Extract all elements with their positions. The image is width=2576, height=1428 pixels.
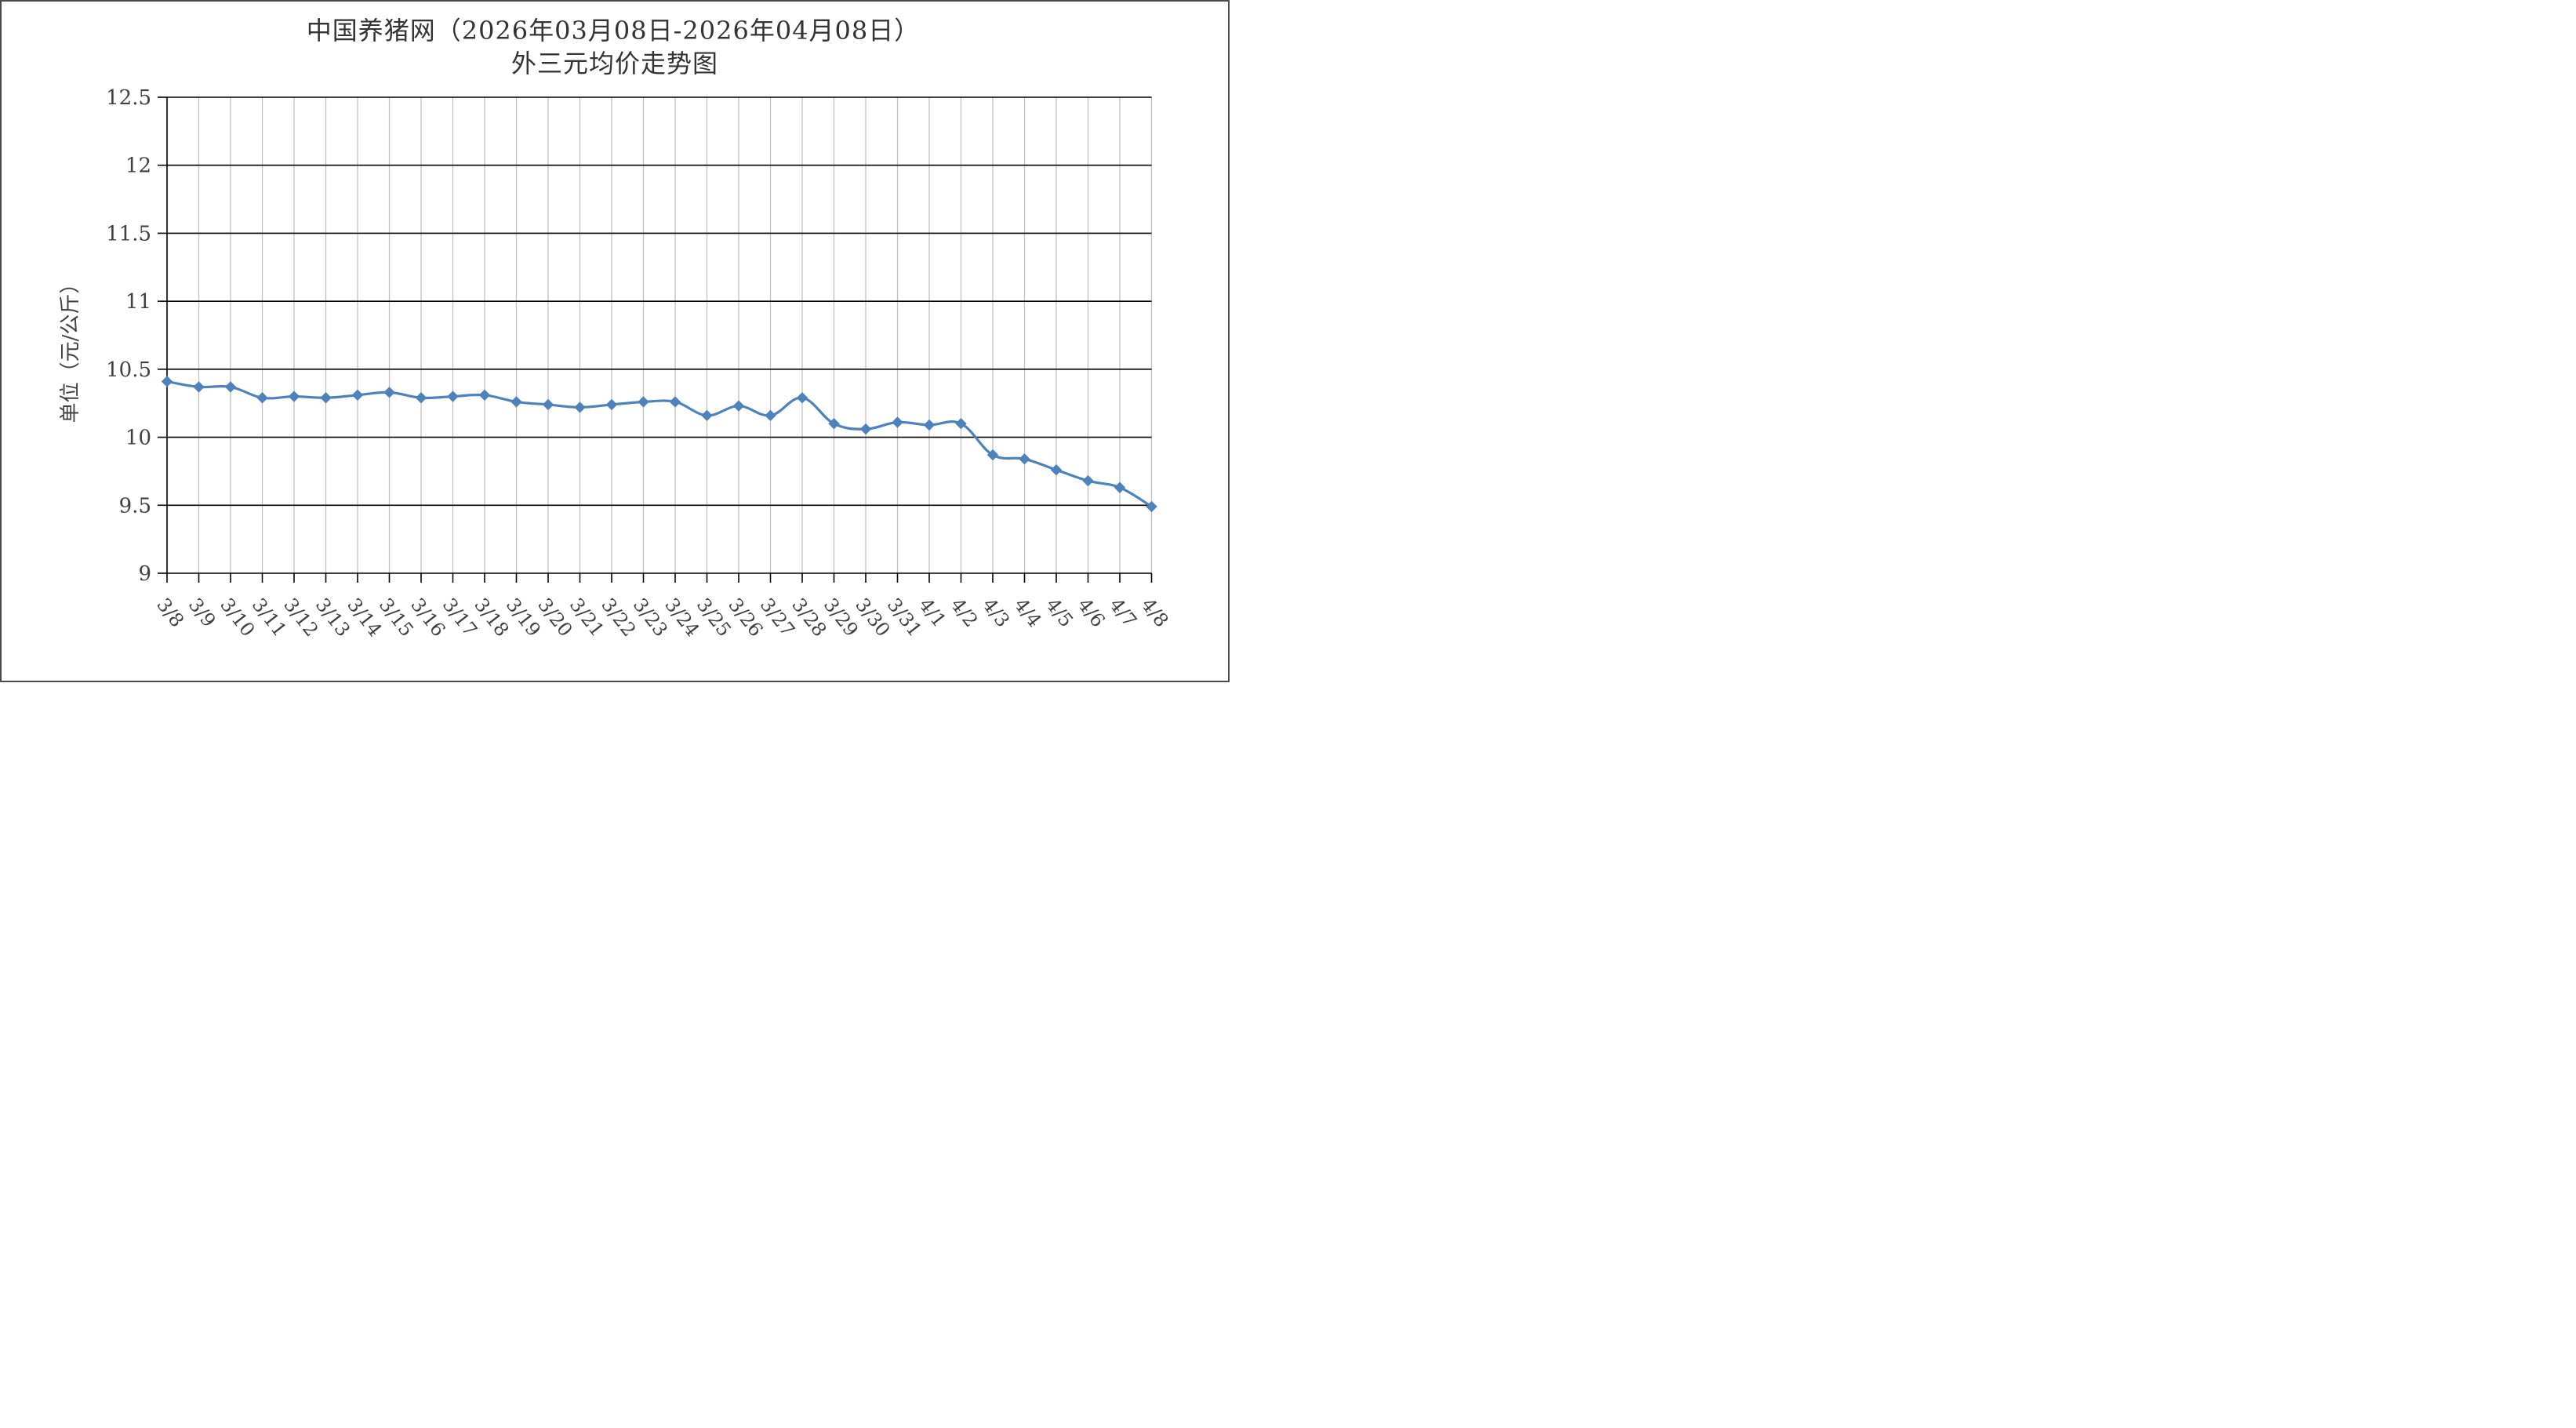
data-point-marker: [256, 392, 268, 404]
x-tick-label: 3/16: [406, 594, 449, 641]
data-point-marker: [1114, 481, 1126, 493]
x-tick-label: 3/26: [724, 594, 767, 641]
chart-title: 中国养猪网（2026年03月08日-2026年04月08日）: [307, 16, 921, 45]
x-tick-label: 4/5: [1041, 594, 1077, 631]
x-tick-label: 3/27: [756, 594, 799, 641]
data-point-marker: [732, 400, 745, 412]
x-tick-label: 3/10: [216, 594, 259, 641]
data-point-marker: [955, 418, 967, 430]
x-tick-label: 3/14: [343, 594, 386, 641]
data-point-marker: [605, 398, 618, 411]
data-point-marker: [351, 389, 364, 402]
data-point-marker: [986, 449, 999, 461]
data-point-marker: [383, 387, 395, 398]
x-tick-label: 3/29: [819, 594, 863, 641]
x-tick-label: 3/20: [533, 594, 576, 641]
data-point-marker: [542, 398, 554, 411]
data-point-marker: [1050, 463, 1063, 476]
x-tick-label: 3/25: [692, 594, 736, 641]
x-tick-label: 4/7: [1105, 594, 1141, 631]
data-point-marker: [1019, 453, 1030, 465]
x-tick-label: 3/23: [629, 594, 672, 641]
data-point-marker: [923, 419, 936, 431]
marker-layer: [161, 376, 1157, 513]
data-point-marker: [224, 381, 237, 393]
x-tick-labels: 3/83/93/103/113/123/133/143/153/163/173/…: [152, 594, 1172, 641]
data-point-marker: [320, 392, 332, 404]
chart-container: 中国养猪网（2026年03月08日-2026年04月08日） 外三元均价走势图 …: [0, 0, 1230, 682]
series-layer: [165, 380, 1154, 508]
data-point-marker: [574, 402, 586, 413]
x-tick-label: 3/18: [470, 594, 513, 641]
data-point-marker: [447, 391, 459, 402]
data-point-marker: [828, 418, 840, 430]
axis-layer: [158, 96, 1153, 583]
y-tick-label: 12: [125, 154, 151, 178]
x-tick-label: 4/3: [978, 594, 1014, 631]
x-tick-label: 4/4: [1010, 594, 1046, 631]
y-tick-label: 9.5: [119, 494, 151, 518]
x-tick-label: 3/9: [184, 594, 220, 631]
x-tick-label: 3/31: [883, 594, 926, 641]
y-tick-labels: 12.5 12 11.5 11 10.5 10 9.5 9: [106, 86, 151, 586]
y-tick-label: 11: [125, 290, 151, 314]
x-tick-label: 3/17: [438, 594, 481, 641]
x-tick-label: 4/8: [1137, 594, 1173, 631]
data-point-marker: [796, 392, 808, 404]
y-tick-label: 10.5: [106, 358, 151, 382]
line-chart: 中国养猪网（2026年03月08日-2026年04月08日） 外三元均价走势图 …: [59, 16, 1173, 641]
data-point-marker: [859, 423, 872, 435]
y-tick-label: 10: [125, 427, 151, 450]
x-tick-label: 3/8: [152, 594, 188, 631]
chart-subtitle: 外三元均价走势图: [511, 49, 718, 78]
x-tick-label: 3/15: [375, 594, 418, 641]
x-tick-label: 3/24: [660, 594, 703, 641]
grid-layer: [167, 96, 1153, 573]
data-point-marker: [193, 381, 205, 393]
data-point-marker: [765, 409, 776, 422]
data-point-marker: [288, 391, 300, 402]
data-point-marker: [638, 396, 649, 408]
series-line: [165, 380, 1154, 508]
x-tick-label: 3/22: [597, 594, 640, 641]
y-tick-label: 12.5: [106, 86, 151, 110]
data-point-marker: [1082, 474, 1094, 487]
x-tick-label: 3/19: [502, 594, 545, 641]
x-tick-label: 3/13: [311, 594, 354, 641]
data-point-marker: [478, 389, 491, 402]
x-tick-label: 4/2: [946, 594, 983, 631]
x-tick-label: 3/11: [248, 594, 291, 641]
data-point-marker: [892, 416, 903, 428]
data-point-marker: [161, 376, 173, 387]
data-point-marker: [415, 392, 427, 404]
data-point-marker: [669, 396, 681, 408]
x-tick-label: 3/30: [851, 594, 894, 641]
data-point-marker: [510, 396, 522, 408]
data-point-marker: [701, 409, 713, 422]
x-tick-label: 3/12: [279, 594, 322, 641]
data-point-marker: [1146, 500, 1157, 513]
y-tick-label: 11.5: [106, 222, 151, 245]
x-tick-label: 3/28: [787, 594, 830, 641]
y-tick-label: 9: [138, 562, 151, 586]
x-tick-label: 4/6: [1074, 594, 1110, 631]
x-tick-label: 3/21: [565, 594, 609, 641]
y-axis-label: 单位（元/公斤）: [59, 274, 82, 423]
